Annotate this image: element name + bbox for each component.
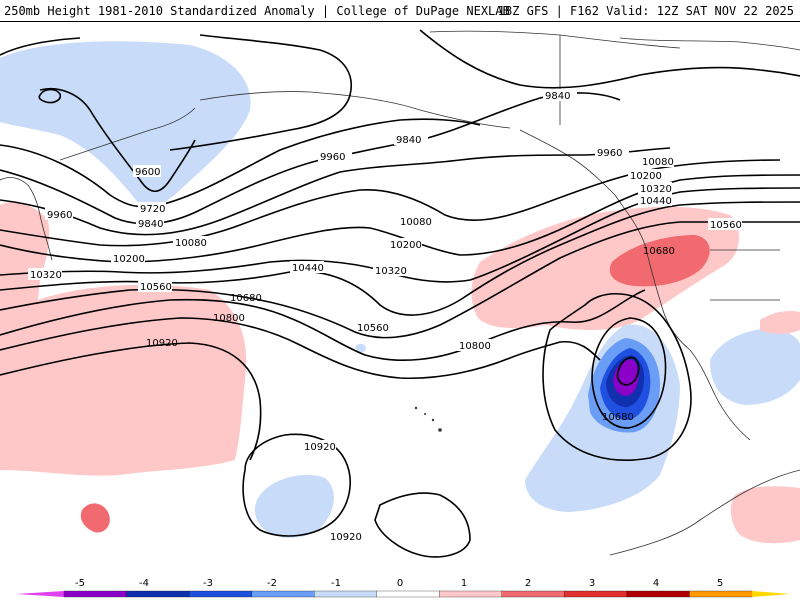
legend-tick: -3: [203, 578, 213, 589]
legend-arrow-high: [752, 591, 790, 597]
contour-label: 10200: [390, 240, 422, 251]
contour-label: 9720: [140, 204, 165, 215]
negative-anomaly-dot: [355, 343, 366, 352]
contour-label: 9960: [597, 148, 622, 159]
contour-label: 10560: [140, 282, 172, 293]
contour-label: 9840: [138, 219, 163, 230]
contour-label: 10080: [642, 157, 674, 168]
contour-label: 9960: [320, 152, 345, 163]
contour-label: 10080: [400, 217, 432, 228]
legend-swatch: [126, 590, 190, 598]
contour-label: 9960: [47, 210, 72, 221]
contour-label: 10200: [113, 254, 145, 265]
legend-tick: -1: [331, 578, 341, 589]
contour-label: 10440: [292, 263, 324, 274]
contour-label: 10800: [459, 341, 491, 352]
legend-tick: 3: [589, 578, 595, 589]
anomaly-map: 9840 9840 9960 9960 10080 10200 10320 10…: [0, 22, 800, 575]
legend-color-bar: [16, 590, 790, 598]
contour-top-west: [0, 37, 81, 56]
negative-anomaly-central: [254, 474, 334, 538]
contour-label: 10320: [640, 184, 672, 195]
coastlines: [0, 30, 800, 556]
contour-10920-south: [374, 492, 471, 558]
legend-swatch: [501, 590, 566, 598]
contour-label: 10560: [357, 323, 389, 334]
legend-swatch: [564, 590, 628, 598]
legend-tick: 0: [397, 578, 403, 589]
legend-tick-labels: -5 -4 -3 -2 -1 0 1 2 3 4 5: [75, 578, 723, 589]
contour-label: 10680: [602, 412, 634, 423]
contour-label: 10680: [643, 246, 675, 257]
contour-label: 10560: [710, 220, 742, 231]
contour-label-group: 9840 9840 9960 9960 10080 10200 10320 10…: [28, 89, 742, 543]
contour-label: 9840: [396, 135, 421, 146]
contour-cutoff-10680: [591, 317, 667, 429]
legend-tick: 2: [525, 578, 531, 589]
legend-swatch: [439, 590, 503, 598]
contour-10800: [0, 317, 601, 380]
legend-swatch: [626, 590, 691, 598]
contour-label: 9840: [545, 91, 570, 102]
contour-label: 10920: [146, 338, 178, 349]
contour-label: 10680: [230, 293, 262, 304]
legend-swatch: [314, 590, 378, 598]
legend-swatch: [188, 590, 253, 598]
contour-9840-b: [169, 34, 352, 151]
negative-anomaly-bering: [0, 41, 251, 210]
contour-10920: [0, 342, 262, 461]
contour-label: 10320: [375, 266, 407, 277]
legend-swatch: [376, 590, 440, 598]
legend-swatch: [63, 590, 128, 598]
contour-cutoff-inner: [616, 356, 640, 386]
positive-anomaly-west-small: [80, 503, 110, 533]
contour-label: 9600: [135, 167, 160, 178]
legend-tick: -2: [267, 578, 277, 589]
contour-label: 10800: [213, 313, 245, 324]
contour-label: 10080: [175, 238, 207, 249]
contour-9960: [0, 147, 671, 236]
anomaly-legend: -5 -4 -3 -2 -1 0 1 2 3 4 5: [0, 575, 800, 600]
contour-low-bering: [38, 88, 62, 104]
contour-label: 10320: [30, 270, 62, 281]
contour-label: 10440: [640, 196, 672, 207]
legend-tick: 1: [461, 578, 467, 589]
contour-10920-central: [242, 433, 351, 537]
positive-anomaly-west: [0, 202, 247, 476]
contour-label: 10920: [330, 532, 362, 543]
contour-9840-north: [419, 29, 800, 89]
positive-anomaly-east-edge: [760, 310, 800, 334]
legend-tick: -4: [139, 578, 149, 589]
contour-10680-a: [0, 289, 646, 361]
contour-cutoff-outer: [542, 293, 692, 461]
contour-9720: [0, 118, 481, 208]
legend-swatch: [251, 590, 315, 598]
legend-arrow-low: [16, 591, 64, 597]
model-valid-time: 18Z GFS | F162 Valid: 12Z SAT NOV 22 202…: [497, 4, 794, 18]
legend-tick: 4: [653, 578, 659, 589]
hawaii-islands: [414, 406, 442, 432]
legend-tick: 5: [717, 578, 723, 589]
title-bar: 250mb Height 1981-2010 Standardized Anom…: [0, 0, 800, 22]
contour-9600: [39, 88, 196, 193]
contour-label: 10920: [304, 442, 336, 453]
contour-label: 10200: [630, 171, 662, 182]
positive-anomaly-se: [730, 486, 800, 544]
legend-swatch: [689, 590, 753, 598]
product-title: 250mb Height 1981-2010 Standardized Anom…: [4, 4, 510, 18]
anomaly-shading: [0, 41, 800, 544]
positive-anomaly-pnw-core: [609, 235, 710, 287]
legend-tick: -5: [75, 578, 85, 589]
negative-anomaly-mexico: [710, 328, 800, 405]
